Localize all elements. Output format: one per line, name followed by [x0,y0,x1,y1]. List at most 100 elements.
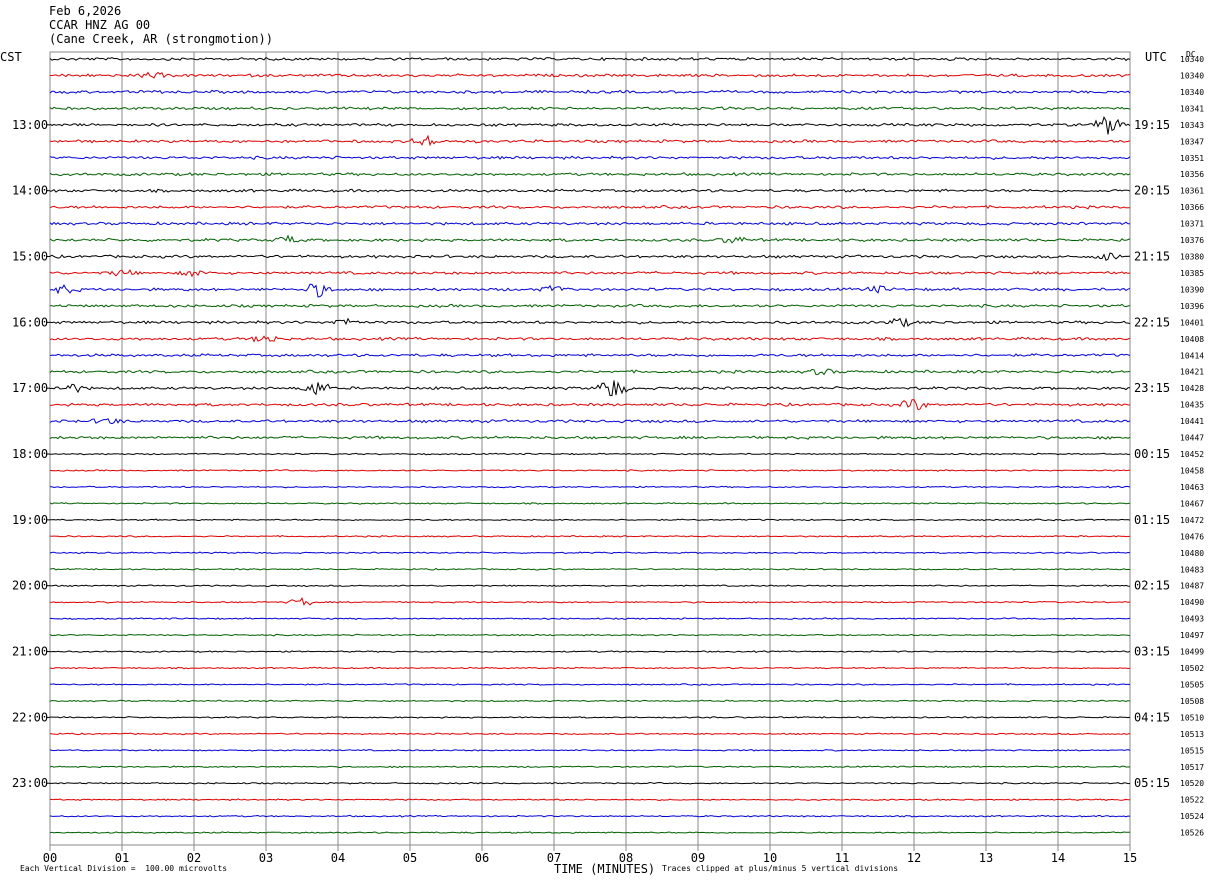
x-tick-label: 00 [43,851,57,865]
trace-line [49,368,1131,376]
dc-value-label: 10499 [1180,648,1204,657]
x-axis-title: TIME (MINUTES) [554,862,656,876]
dc-value-label: 10508 [1180,697,1204,706]
dc-value-label: 10356 [1180,170,1204,179]
trace-line [49,683,1131,686]
trace-line [49,353,1131,358]
dc-value-label: 10390 [1180,285,1204,294]
trace-line [49,633,1131,637]
x-tick-label: 15 [1123,851,1137,865]
dc-value-label: 10347 [1180,137,1204,146]
dc-value-label: 10366 [1180,203,1204,212]
trace-line [49,204,1131,210]
trace-line [49,335,1131,343]
dc-value-label: 10476 [1180,532,1204,541]
trace-line [49,551,1131,555]
dc-value-label: 10497 [1180,631,1204,640]
dc-value-label: 10493 [1180,615,1204,624]
dc-value-label: 10458 [1180,467,1204,476]
dc-value-label: 10522 [1180,796,1204,805]
x-tick-label: 14 [1051,851,1065,865]
trace-line [49,221,1131,226]
dc-value-label: 10414 [1180,351,1204,360]
dc-value-label: 10490 [1180,598,1204,607]
left-hour-label: 20:00 [12,579,48,593]
trace-line [49,732,1131,736]
left-hour-label: 14:00 [12,184,48,198]
dc-value-label: 10435 [1180,401,1204,410]
x-tick-label: 02 [187,851,201,865]
trace-line [49,502,1131,505]
trace-line [50,781,1131,785]
dc-value-label: 10526 [1180,829,1204,838]
left-hour-label: 21:00 [12,645,48,659]
trace-line [49,749,1131,752]
right-hour-label: 02:15 [1134,579,1170,593]
left-hour-label: 15:00 [12,250,48,264]
trace-line [49,116,1131,135]
trace-line [49,617,1131,620]
right-hour-label: 03:15 [1134,645,1170,659]
dc-header-label: DC [1186,50,1196,59]
dc-value-label: 10447 [1180,434,1204,443]
dc-value-label: 10515 [1180,746,1204,755]
trace-line [49,699,1131,703]
left-hour-label: 16:00 [12,315,48,329]
dc-value-label: 10341 [1180,104,1204,113]
dc-value-label: 10480 [1180,549,1204,558]
dc-value-label: 10517 [1180,763,1204,772]
dc-value-label: 10483 [1180,565,1204,574]
dc-value-label: 10502 [1180,664,1204,673]
right-hour-label: 00:15 [1134,447,1170,461]
trace-line [49,134,1131,147]
dc-value-label: 10385 [1180,269,1204,278]
dc-value-label: 10396 [1180,302,1204,311]
trace-line [49,89,1131,95]
left-hour-label: 13:00 [12,118,48,132]
clip-note: Traces clipped at plus/minus 5 vertical … [662,864,899,873]
x-tick-label: 13 [979,851,993,865]
dc-value-label: 10340 [1180,88,1204,97]
x-tick-label: 12 [907,851,921,865]
trace-line [49,814,1131,818]
left-hour-label: 19:00 [12,513,48,527]
trace-line [50,71,1131,79]
left-hour-label: 22:00 [12,710,48,724]
dc-value-label: 10520 [1180,779,1204,788]
dc-value-label: 10421 [1180,368,1204,377]
trace-line [49,798,1130,802]
dc-value-label: 10463 [1180,483,1204,492]
dc-value-label: 10351 [1180,154,1204,163]
trace-line [49,399,1131,411]
x-tick-label: 08 [619,851,633,865]
trace-line [49,597,1131,606]
dc-value-label: 10505 [1180,680,1204,689]
right-hour-label: 05:15 [1134,776,1170,790]
right-hour-label: 19:15 [1134,118,1170,132]
right-hour-label: 21:15 [1134,250,1170,264]
x-tick-label: 10 [763,851,777,865]
date-label: Feb 6,2026 [49,4,122,18]
trace-line [49,188,1131,194]
dc-value-label: 10380 [1180,253,1204,262]
trace-line [49,765,1131,769]
trace-line [49,172,1131,177]
trace-line [49,435,1131,440]
x-tick-label: 07 [547,851,561,865]
right-hour-label: 23:15 [1134,381,1170,395]
x-tick-label: 09 [691,851,705,865]
dc-value-label: 10524 [1180,812,1204,821]
x-tick-label: 05 [403,851,417,865]
x-tick-label: 01 [115,851,129,865]
dc-value-label: 10408 [1180,335,1204,344]
dc-value-label: 10376 [1180,236,1204,245]
station-label: CCAR HNZ AG 00 [49,18,151,32]
trace-line [49,485,1131,489]
trace-line [49,380,1130,397]
dc-value-label: 10452 [1180,450,1204,459]
right-hour-label: 20:15 [1134,184,1170,198]
dc-value-label: 10513 [1180,730,1204,739]
x-tick-label: 11 [835,851,849,865]
left-hour-label: 23:00 [12,776,48,790]
